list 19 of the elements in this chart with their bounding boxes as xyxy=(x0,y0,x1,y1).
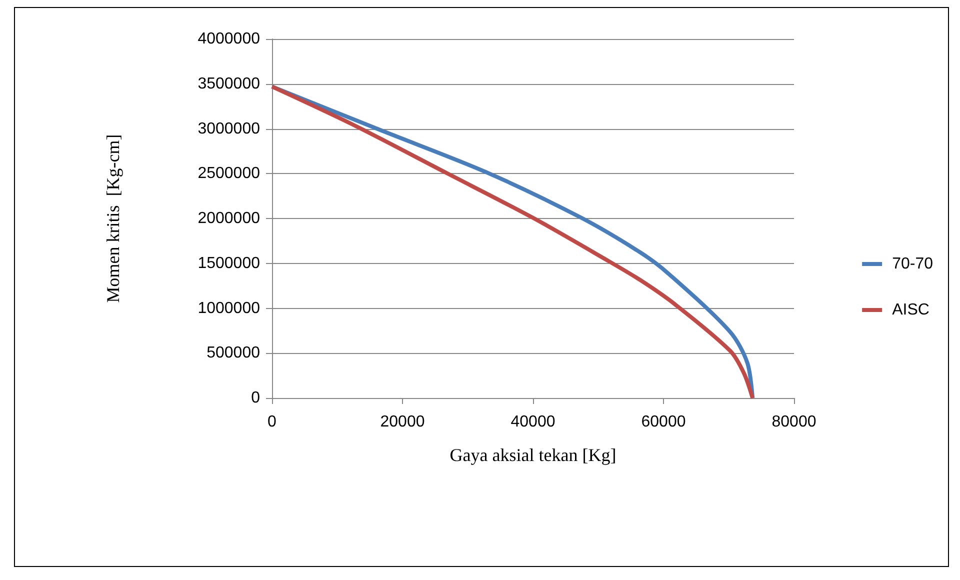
y-axis-title: Momen kritis [Kg-cm] xyxy=(103,134,123,303)
legend-label: 70-70 xyxy=(892,256,934,272)
y-tick-label: 0 xyxy=(251,390,260,406)
y-tick-label: 4000000 xyxy=(198,30,260,48)
y-tick-label: 3000000 xyxy=(198,120,260,138)
y-tick-label: 1000000 xyxy=(198,300,260,317)
x-tick-label: 80000 xyxy=(772,414,816,430)
line-series xyxy=(270,84,755,400)
x-axis-title: Gaya aksial tekan [Kg] xyxy=(450,445,616,465)
y-tick-label: 2000000 xyxy=(198,210,260,227)
y-tick-label: 2500000 xyxy=(198,165,260,182)
x-tick-label: 40000 xyxy=(510,414,556,430)
y-tick-label: 1500000 xyxy=(198,254,260,272)
y-tick-label: 500000 xyxy=(206,344,260,362)
legend-label: AISC xyxy=(892,302,930,318)
x-tick-label: 60000 xyxy=(641,414,686,430)
x-tick-label: 20000 xyxy=(380,414,425,430)
x-tick-label: 0 xyxy=(268,414,277,430)
y-tick-label: 3500000 xyxy=(198,75,260,92)
